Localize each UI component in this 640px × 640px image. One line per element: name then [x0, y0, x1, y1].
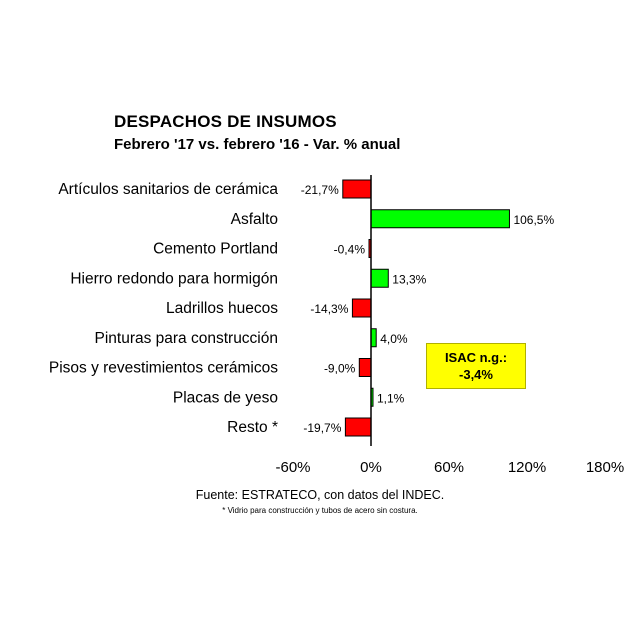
- data-label: -9,0%: [324, 362, 356, 376]
- category-label: Cemento Portland: [153, 241, 278, 258]
- data-label: -21,7%: [301, 183, 339, 197]
- x-tick-label: 0%: [360, 459, 382, 476]
- data-label: 4,0%: [380, 332, 408, 346]
- category-label: Pisos y revestimientos cerámicos: [49, 360, 278, 377]
- data-label: 1,1%: [377, 391, 405, 405]
- category-label: Pinturas para construcción: [94, 330, 278, 347]
- bar: [351, 298, 372, 318]
- isac-annotation-value: -3,4%: [459, 367, 493, 382]
- isac-annotation: ISAC n.g.: -3,4%: [426, 343, 526, 389]
- isac-annotation-label: ISAC n.g.:: [444, 350, 508, 365]
- category-label: Ladrillos huecos: [166, 300, 278, 317]
- chart-title: DESPACHOS DE INSUMOS: [114, 112, 337, 131]
- bar-chart: Artículos sanitarios de cerámica -21,7% As…: [49, 175, 624, 476]
- x-tick-label: 60%: [434, 459, 464, 476]
- data-label: 106,5%: [513, 213, 554, 227]
- bar: [370, 268, 389, 288]
- category-label: Hierro redondo para hormigón: [70, 270, 278, 287]
- bar: [358, 358, 372, 377]
- x-tick-label: -60%: [275, 459, 310, 476]
- category-label: Artículos sanitarios de cerámica: [58, 181, 278, 198]
- category-label: Placas de yeso: [173, 389, 278, 406]
- bar: [342, 179, 372, 199]
- bar: [370, 209, 510, 229]
- bar: [370, 328, 377, 348]
- category-label: Asfalto: [231, 211, 278, 228]
- data-label: -19,7%: [303, 421, 341, 435]
- x-tick-label: 180%: [586, 459, 624, 476]
- chart-subtitle: Febrero '17 vs. febrero '16 - Var. % anu…: [114, 136, 401, 153]
- data-label: -14,3%: [310, 302, 348, 316]
- x-tick-label: 120%: [508, 459, 546, 476]
- bar: [344, 417, 372, 437]
- category-label: Resto *: [227, 419, 278, 436]
- data-label: 13,3%: [392, 272, 426, 286]
- source-note: Fuente: ESTRATECO, con datos del INDEC.: [195, 488, 445, 502]
- footnote: * Vidrio para construcción y tubos de ac…: [222, 506, 418, 515]
- data-label: -0,4%: [334, 243, 366, 257]
